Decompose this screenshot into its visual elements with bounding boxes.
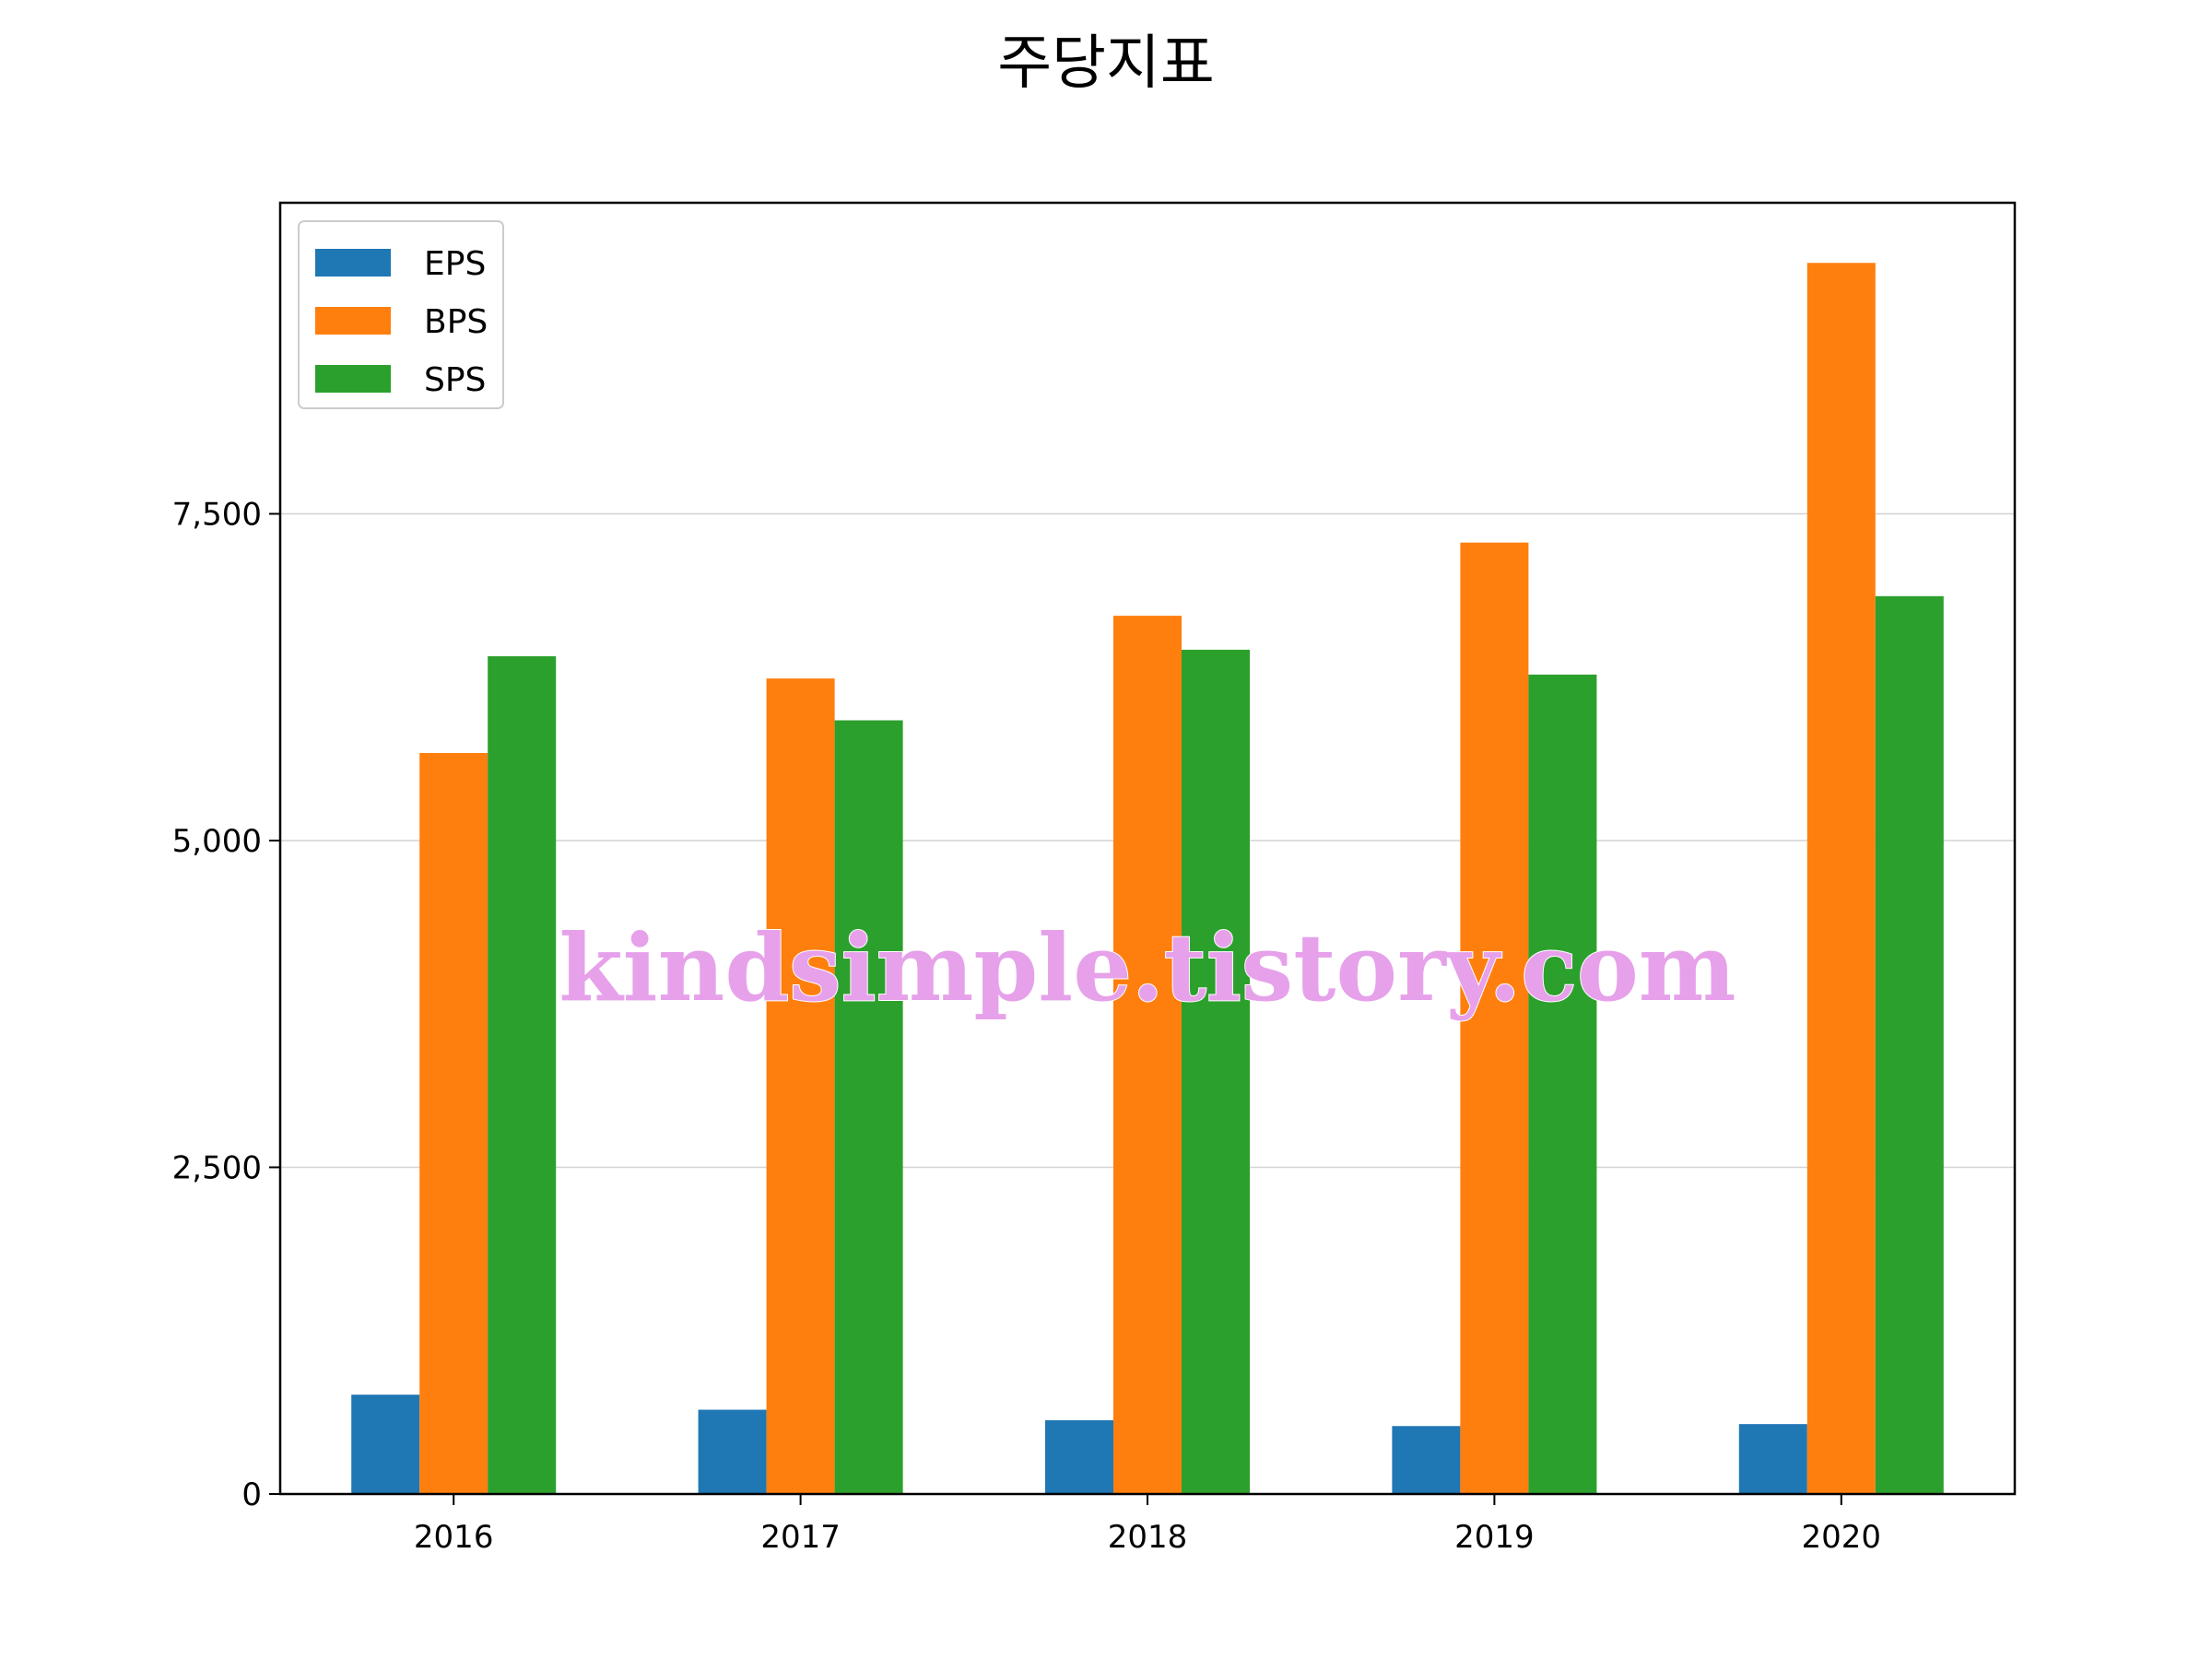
legend-swatch-eps (315, 249, 391, 276)
chart-title: 주당지표 (997, 29, 1215, 98)
bar-eps-2020 (1738, 1424, 1807, 1494)
bars (351, 263, 1944, 1494)
bar-bps-2019 (1460, 542, 1529, 1494)
bar-bps-2016 (419, 752, 488, 1494)
bar-eps-2018 (1045, 1419, 1113, 1494)
bar-eps-2016 (351, 1394, 420, 1494)
bar-eps-2019 (1392, 1426, 1461, 1494)
x-tick-label: 2017 (760, 1519, 841, 1556)
x-tick-label: 2018 (1108, 1519, 1188, 1556)
x-tick-label: 2020 (1802, 1519, 1882, 1556)
y-tick-label: 7,500 (172, 496, 262, 533)
legend: EPS BPS SPS (298, 220, 504, 409)
legend-label-sps: SPS (424, 361, 486, 399)
x-tick-label: 2016 (414, 1519, 494, 1556)
legend-swatch-bps (315, 307, 391, 335)
bar-sps-2018 (1182, 649, 1250, 1494)
legend-label-eps: EPS (424, 245, 486, 283)
watermark: kindsimple.tistory.com (559, 913, 1735, 1022)
bar-sps-2017 (834, 720, 903, 1494)
bar-bps-2017 (766, 678, 835, 1494)
legend-swatch-sps (315, 365, 391, 393)
y-tick-label: 5,000 (172, 823, 262, 860)
axis-ticks: 0 2,500 5,000 7,500 2016 2017 2018 2019 2020 (172, 496, 1881, 1556)
x-tick-label: 2019 (1454, 1519, 1535, 1556)
bar-sps-2016 (488, 656, 557, 1494)
bar-eps-2017 (698, 1409, 767, 1494)
y-tick-label: 2,500 (172, 1149, 262, 1186)
y-tick-label: 0 (241, 1477, 262, 1513)
bar-sps-2020 (1875, 595, 1944, 1494)
bar-bps-2018 (1113, 616, 1182, 1494)
bar-bps-2020 (1806, 263, 1876, 1494)
bar-sps-2019 (1528, 674, 1597, 1494)
legend-label-bps: BPS (424, 303, 488, 341)
